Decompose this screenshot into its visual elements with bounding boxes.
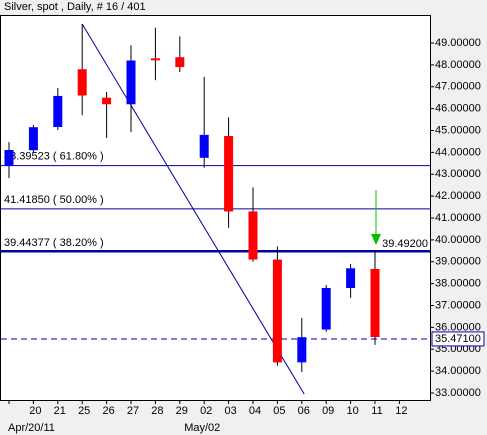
y-tick-label: 38.00000	[435, 278, 481, 290]
candle-body	[53, 95, 63, 127]
y-tick-label: 34.00000	[435, 365, 481, 377]
fibo-label: 41.41850 ( 50.00% )	[4, 194, 104, 206]
x-tick-label: 21	[54, 405, 66, 417]
candle-body	[4, 149, 14, 166]
candle-body	[272, 259, 282, 363]
period-label: Apr/20/11	[8, 422, 55, 434]
plot-area	[0, 15, 431, 401]
candle-body	[77, 69, 87, 96]
y-tick-label: 37.00000	[435, 299, 481, 311]
y-tick-label: 39.00000	[435, 256, 481, 268]
y-tick-label: 44.00000	[435, 146, 481, 158]
candle-body	[126, 60, 136, 105]
y-tick-label: 33.00000	[435, 387, 481, 399]
fibo-label: 43.39523 ( 61.80% )	[4, 151, 104, 163]
x-tick-label: 05	[273, 405, 285, 417]
x-tick-label: 02	[200, 405, 212, 417]
candle-body	[321, 288, 331, 330]
x-tick-label: 03	[224, 405, 236, 417]
x-tick-label: 06	[298, 405, 310, 417]
x-tick-label: 09	[322, 405, 334, 417]
fibo-label: 39.44377 ( 38.20% )	[4, 237, 104, 249]
y-tick-label: 45.00000	[435, 124, 481, 136]
x-tick-label: 10	[346, 405, 358, 417]
x-tick-label: 27	[127, 405, 139, 417]
y-tick-label: 47.00000	[435, 81, 481, 93]
y-tick-label: 36.00000	[435, 321, 481, 333]
y-tick-label: 46.00000	[435, 103, 481, 115]
y-tick-label: 43.00000	[435, 168, 481, 180]
y-tick-label: 41.00000	[435, 212, 481, 224]
y-tick-label: 40.00000	[435, 234, 481, 246]
period-label: May/02	[184, 422, 220, 434]
candle-body	[102, 97, 112, 105]
candle-body	[346, 268, 356, 288]
candle-body	[248, 211, 258, 260]
x-tick-label: 26	[102, 405, 114, 417]
arrow-head	[371, 234, 381, 245]
x-tick-label: 25	[78, 405, 90, 417]
candle-body	[224, 135, 234, 212]
candle-body	[150, 58, 160, 61]
bid-label: 35.47100	[435, 333, 481, 345]
chart-title: Silver, spot , Daily, # 16 / 401	[4, 1, 146, 13]
candle-body	[370, 268, 380, 337]
candle-body	[199, 134, 209, 158]
x-tick-label: 29	[176, 405, 188, 417]
x-tick-label: 12	[395, 405, 407, 417]
x-tick-label: 20	[29, 405, 41, 417]
x-tick-label: 04	[249, 405, 261, 417]
y-tick-label: 48.00000	[435, 59, 481, 71]
candle-body	[175, 57, 185, 68]
y-tick-label: 42.00000	[435, 190, 481, 202]
price-label: 39.49200	[382, 238, 428, 250]
bid-label-box	[431, 331, 485, 347]
candle-body	[297, 337, 307, 363]
y-tick-label: 49.00000	[435, 37, 481, 49]
x-tick-label: 28	[151, 405, 163, 417]
x-tick-label: 11	[371, 405, 382, 417]
trendline	[81, 23, 305, 395]
layer: 49.00000 48.00000 47.00000 46.00000 45.00000…	[1, 23, 485, 434]
candle-body	[28, 127, 38, 151]
